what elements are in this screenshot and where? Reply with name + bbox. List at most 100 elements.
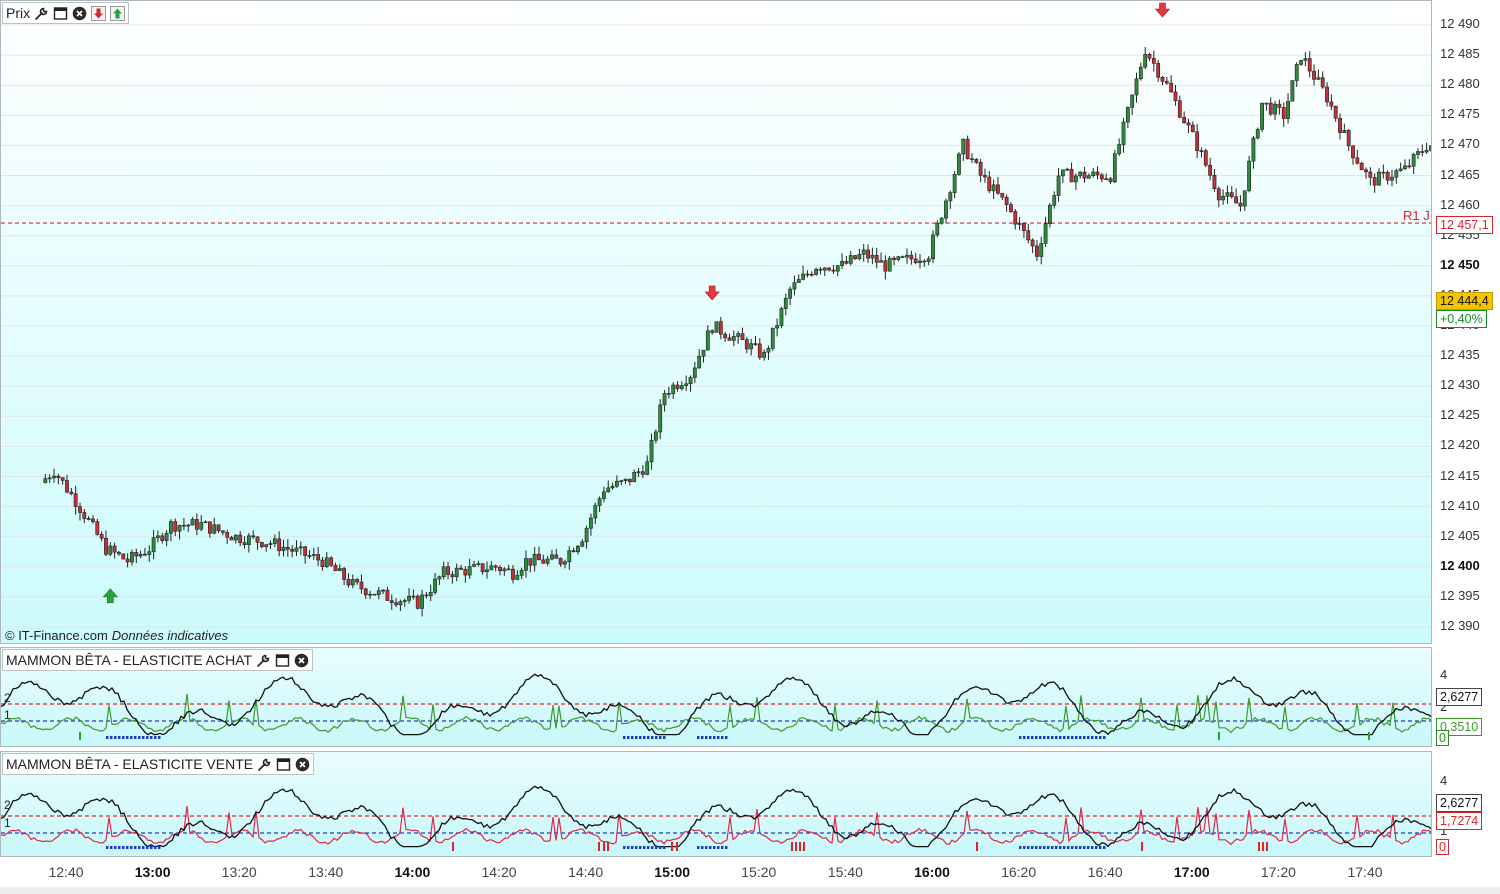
elasticite-achat-pane[interactable]: MAMMON BÊTA - ELASTICITE ACHAT 2 1 [0, 647, 1432, 747]
candle-down [675, 384, 680, 389]
red-marker [799, 842, 801, 851]
blue-marker [635, 736, 638, 739]
blue-marker [1063, 846, 1066, 849]
blue-marker [150, 736, 153, 739]
candle-down [1169, 82, 1174, 93]
candle-down [718, 321, 723, 335]
green-marker [79, 732, 81, 740]
price-chart-pane[interactable]: Prix R1 J © IT-Finance.com Données indica… [0, 0, 1432, 644]
blue-marker [647, 736, 650, 739]
candle-up [1112, 153, 1117, 183]
wrench-icon[interactable] [257, 757, 272, 772]
candle-up [1056, 175, 1061, 196]
blue-marker [623, 846, 626, 849]
candle-up [939, 217, 944, 224]
candle-down [1082, 171, 1087, 179]
time-axis[interactable]: 12:40 13:00 13:20 13:40 14:00 14:20 14:40 15:00… [0, 857, 1432, 887]
candle-down [987, 176, 992, 192]
blue-marker [701, 846, 704, 849]
candle-up [775, 325, 780, 329]
candle-up [233, 534, 238, 541]
price-tick: 12 450 [1440, 256, 1480, 272]
green-marker [1218, 732, 1220, 740]
candle-up [991, 184, 996, 192]
vente-red-value: 1,7274 [1436, 812, 1483, 830]
candle-down [1238, 202, 1243, 207]
blue-marker [709, 736, 712, 739]
price-tick: 12 405 [1440, 527, 1480, 543]
elasticite-vente-plot[interactable] [1, 752, 1432, 857]
blue-marker [639, 846, 642, 849]
candle-up [636, 471, 641, 474]
candle-up [653, 431, 658, 441]
buy-arrow-icon[interactable] [110, 5, 126, 21]
candle-up [584, 527, 589, 543]
candle-down [290, 548, 295, 552]
close-icon[interactable] [294, 653, 309, 668]
red-marker [795, 842, 797, 851]
blue-marker [138, 846, 141, 849]
candle-up [1286, 100, 1290, 119]
candle-up [944, 200, 948, 219]
candlestick-chart[interactable]: R1 J [1, 1, 1432, 644]
candle-down [1009, 204, 1013, 212]
candle-up [705, 330, 710, 351]
candle-up [1303, 58, 1308, 61]
wrench-icon[interactable] [256, 653, 271, 668]
blue-marker [106, 846, 109, 849]
blue-marker [1027, 846, 1030, 849]
bottom-scroll-bar[interactable] [0, 887, 1500, 894]
elasticite-vente-pane[interactable]: MAMMON BÊTA - ELASTICITE VENTE 2 1 [0, 751, 1432, 857]
candle-up [428, 592, 433, 597]
candle-down [757, 343, 762, 358]
candle-down [303, 546, 308, 556]
candle-up [918, 260, 922, 264]
candle-up [381, 589, 385, 592]
candle-down [1099, 174, 1104, 180]
candle-down [1346, 130, 1351, 147]
price-panel-header: Prix [2, 2, 130, 24]
blue-marker [146, 736, 149, 739]
close-icon[interactable] [295, 757, 310, 772]
blue-marker [118, 736, 121, 739]
time-tick: 17:20 [1260, 864, 1296, 880]
red-marker [1262, 842, 1264, 851]
blue-marker [1027, 736, 1030, 739]
candle-down [285, 546, 290, 550]
wrench-icon[interactable] [34, 6, 49, 21]
window-icon[interactable] [275, 653, 290, 668]
blue-marker [142, 736, 145, 739]
data-source-note: © IT-Finance.com Données indicatives [5, 628, 228, 643]
window-icon[interactable] [53, 6, 68, 21]
blue-marker [1059, 846, 1062, 849]
red-marker [976, 842, 978, 851]
blue-marker [697, 736, 700, 739]
r1-label: R1 J [1403, 208, 1430, 223]
blue-marker [623, 736, 626, 739]
candle-up [1104, 178, 1109, 181]
blue-marker [1091, 736, 1094, 739]
sell-arrow-icon[interactable] [91, 5, 107, 21]
blue-marker [663, 736, 666, 739]
candle-down [506, 568, 511, 571]
blue-marker [126, 846, 129, 849]
candle-up [749, 343, 754, 350]
candle-down [342, 568, 347, 580]
candle-up [848, 255, 853, 264]
candle-down [571, 550, 576, 553]
candle-down [56, 475, 61, 478]
window-icon[interactable] [276, 757, 291, 772]
candle-down [463, 569, 468, 576]
price-tick: 12 485 [1440, 46, 1480, 62]
time-tick: 13:40 [308, 864, 344, 880]
candle-up [1078, 171, 1083, 177]
blue-marker [1083, 736, 1086, 739]
close-icon[interactable] [72, 6, 87, 21]
price-panel-title: Prix [6, 5, 31, 21]
blue-marker [1095, 846, 1098, 849]
elasticite-achat-plot[interactable] [1, 648, 1432, 747]
candle-up [623, 478, 628, 482]
candle-up [169, 521, 173, 534]
candle-up [948, 192, 953, 202]
candle-up [779, 308, 784, 326]
